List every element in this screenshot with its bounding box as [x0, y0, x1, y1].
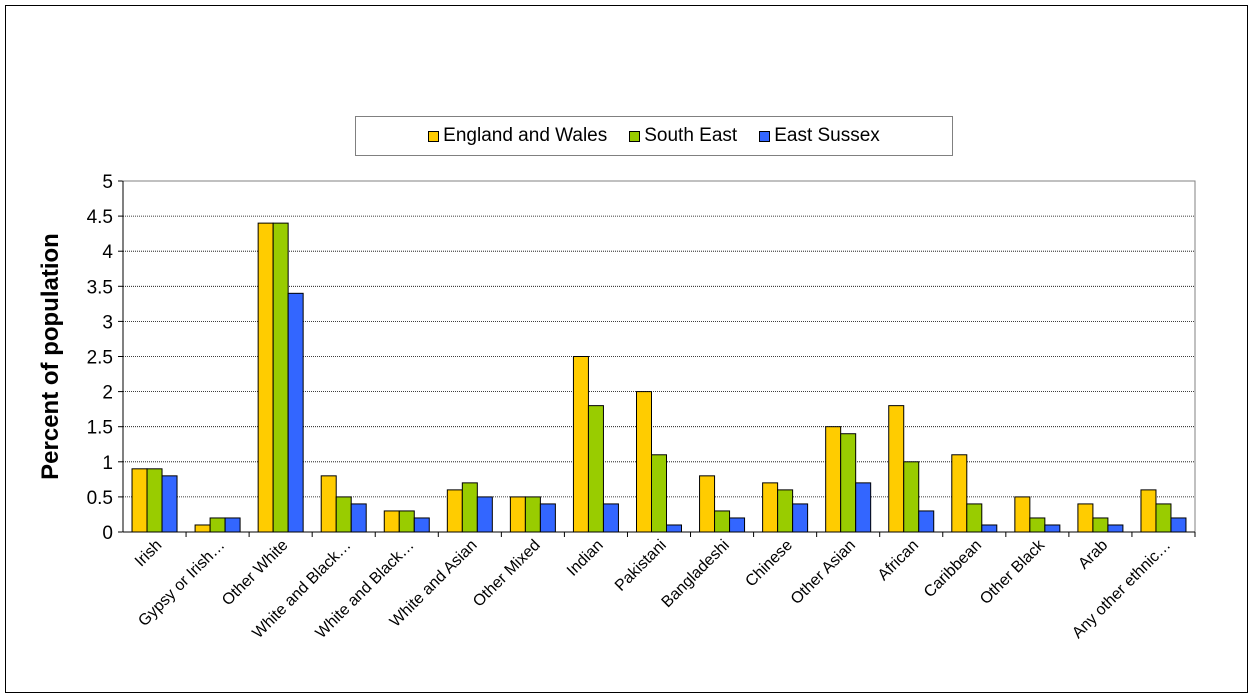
- legend-swatch: [759, 130, 771, 142]
- y-tick-label: 5: [102, 172, 113, 193]
- y-tick-label: 3.5: [87, 277, 113, 298]
- legend-item: England and Wales: [428, 125, 607, 147]
- bar-east-sussex: [981, 524, 998, 533]
- x-tick-label: African: [875, 537, 922, 584]
- bar-east-sussex: [413, 517, 430, 533]
- y-tick-label: 2: [102, 383, 113, 404]
- bar-england-and-wales: [888, 405, 905, 533]
- y-tick-label: 4.5: [87, 207, 113, 228]
- bar-south-east: [651, 454, 667, 533]
- x-tick-label: Indian: [564, 537, 607, 580]
- bar-england-and-wales: [446, 489, 463, 533]
- bar-england-and-wales: [1014, 496, 1031, 533]
- legend-label: East Sussex: [774, 125, 880, 146]
- bar-east-sussex: [729, 517, 746, 533]
- x-tick-label: Other Mixed: [470, 537, 544, 611]
- bar-england-and-wales: [257, 222, 274, 533]
- bar-england-and-wales: [951, 454, 968, 533]
- bar-south-east: [966, 503, 983, 533]
- bar-east-sussex: [855, 482, 872, 533]
- bar-east-sussex: [792, 503, 809, 533]
- bar-east-sussex: [287, 292, 304, 533]
- bar-south-east: [335, 496, 352, 533]
- bar-east-sussex: [918, 510, 935, 533]
- bar-england-and-wales: [1077, 503, 1094, 533]
- bar-east-sussex: [539, 503, 556, 533]
- bar-south-east: [1029, 517, 1046, 533]
- bar-south-east: [209, 517, 226, 533]
- legend-label: South East: [644, 125, 738, 146]
- y-tick-label: 3: [102, 312, 113, 333]
- bar-england-and-wales: [509, 496, 526, 533]
- bar-england-and-wales: [1140, 489, 1157, 533]
- x-tick-label: Pakistani: [612, 537, 670, 595]
- y-tick-label: 1.5: [87, 418, 113, 439]
- bar-east-sussex: [1170, 517, 1187, 533]
- bar-east-sussex: [476, 496, 493, 533]
- chart-frame: 0 0.5 1 1.5 2 2.5 3 3.5 4 4.5 5 Irish Gypsy or Irish…: [5, 5, 1248, 693]
- bar-south-east: [1092, 517, 1109, 533]
- bar-south-east: [146, 468, 163, 533]
- bar-south-east: [587, 405, 604, 533]
- bar-south-east: [840, 433, 857, 533]
- bar-england-and-wales: [320, 475, 337, 533]
- bar-south-east: [398, 510, 415, 533]
- x-tick-label: Other Asian: [788, 537, 859, 608]
- legend-swatch: [629, 130, 641, 142]
- y-tick-label: 0: [102, 523, 113, 544]
- bar-south-east: [903, 461, 920, 533]
- x-tick-label: Irish: [132, 537, 165, 570]
- bar-england-and-wales: [131, 468, 148, 533]
- x-tick-label: Chinese: [742, 537, 796, 591]
- y-axis-label: Percent of population: [37, 233, 64, 480]
- bar-east-sussex: [666, 524, 682, 533]
- x-tick-label: Other Black: [977, 536, 1049, 608]
- bar-east-sussex: [1107, 524, 1124, 533]
- bar-south-east: [272, 222, 289, 533]
- bar-england-and-wales: [572, 356, 589, 533]
- bar-england-and-wales: [825, 426, 842, 533]
- bar-east-sussex: [350, 503, 367, 533]
- y-tick-label: 4: [102, 242, 113, 263]
- x-tick-label: Arab: [1075, 537, 1111, 573]
- bar-south-east: [1155, 503, 1172, 533]
- bar-south-east: [777, 489, 794, 533]
- x-tick-label: Bangladeshi: [659, 537, 733, 611]
- legend-item: South East: [629, 125, 737, 147]
- bar-england-and-wales: [636, 391, 652, 533]
- y-tick-label: 1: [102, 453, 113, 474]
- bar-east-sussex: [161, 475, 178, 533]
- bar-south-east: [524, 496, 541, 533]
- bar-east-sussex: [1044, 524, 1061, 533]
- y-tick-label: 0.5: [87, 488, 113, 509]
- bar-england-and-wales: [762, 482, 779, 533]
- bar-south-east: [461, 482, 478, 533]
- bar-east-sussex: [224, 517, 241, 533]
- bar-east-sussex: [602, 503, 619, 533]
- bar-england-and-wales: [194, 524, 211, 533]
- x-tick-label: Caribbean: [921, 537, 985, 601]
- bars: [131, 222, 1187, 533]
- legend: England and Wales South East East Sussex: [355, 116, 953, 156]
- bar-england-and-wales: [383, 510, 400, 533]
- bar-england-and-wales: [699, 475, 716, 533]
- legend-swatch: [428, 130, 440, 142]
- bar-south-east: [714, 510, 731, 533]
- legend-label: England and Wales: [443, 125, 608, 146]
- y-tick-label: 2.5: [87, 348, 113, 369]
- axes: [118, 180, 1196, 537]
- legend-item: East Sussex: [759, 125, 880, 147]
